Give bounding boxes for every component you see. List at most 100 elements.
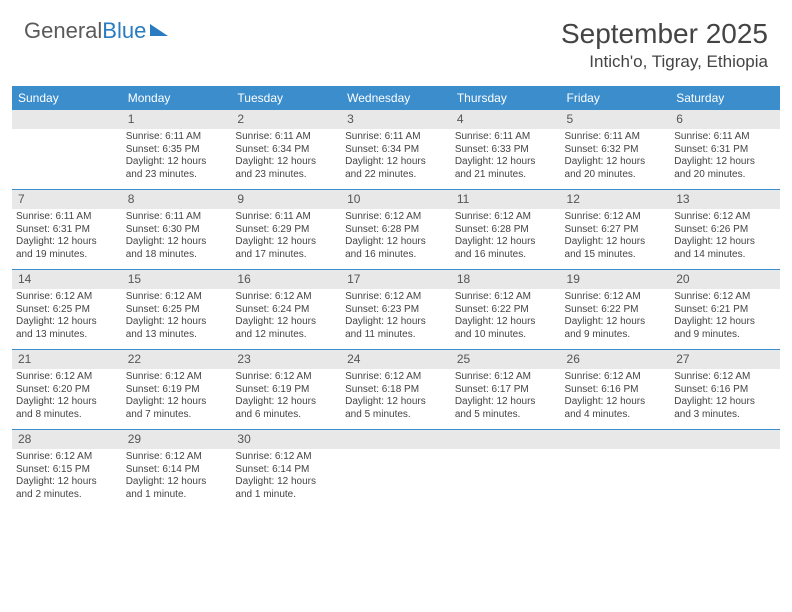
day-header: Sunday xyxy=(12,86,122,110)
day-line: and 6 minutes. xyxy=(235,409,337,422)
calendar-cell: 2Sunrise: 6:11 AMSunset: 6:34 PMDaylight… xyxy=(231,110,341,190)
day-line: Sunset: 6:18 PM xyxy=(345,384,447,397)
day-line: Sunset: 6:14 PM xyxy=(235,464,337,477)
calendar-cell: 24Sunrise: 6:12 AMSunset: 6:18 PMDayligh… xyxy=(341,350,451,430)
calendar-cell: 15Sunrise: 6:12 AMSunset: 6:25 PMDayligh… xyxy=(122,270,232,350)
day-line: and 20 minutes. xyxy=(674,169,776,182)
logo-triangle-icon xyxy=(150,24,168,36)
day-line: Sunrise: 6:12 AM xyxy=(235,291,337,304)
day-line: and 20 minutes. xyxy=(565,169,667,182)
day-number: 17 xyxy=(341,270,451,289)
day-number: 30 xyxy=(231,430,341,449)
day-line: Sunrise: 6:12 AM xyxy=(455,291,557,304)
day-line: Daylight: 12 hours xyxy=(565,156,667,169)
calendar-cell: 30Sunrise: 6:12 AMSunset: 6:14 PMDayligh… xyxy=(231,430,341,510)
day-line: Sunset: 6:34 PM xyxy=(345,144,447,157)
logo-part2: Blue xyxy=(102,18,146,43)
day-number: 13 xyxy=(670,190,780,209)
calendar-cell: 28Sunrise: 6:12 AMSunset: 6:15 PMDayligh… xyxy=(12,430,122,510)
calendar-week-row: 7Sunrise: 6:11 AMSunset: 6:31 PMDaylight… xyxy=(12,190,780,270)
day-line: and 14 minutes. xyxy=(674,249,776,262)
day-line: and 3 minutes. xyxy=(674,409,776,422)
day-line: Daylight: 12 hours xyxy=(674,156,776,169)
logo-text: GeneralBlue xyxy=(24,18,146,44)
day-header: Tuesday xyxy=(231,86,341,110)
calendar-cell: 10Sunrise: 6:12 AMSunset: 6:28 PMDayligh… xyxy=(341,190,451,270)
calendar-cell: 27Sunrise: 6:12 AMSunset: 6:16 PMDayligh… xyxy=(670,350,780,430)
day-line: Sunset: 6:31 PM xyxy=(16,224,118,237)
calendar-cell: 5Sunrise: 6:11 AMSunset: 6:32 PMDaylight… xyxy=(561,110,671,190)
day-body: Sunrise: 6:12 AMSunset: 6:18 PMDaylight:… xyxy=(341,369,451,429)
day-line: Sunrise: 6:12 AM xyxy=(674,211,776,224)
day-number: 26 xyxy=(561,350,671,369)
calendar-cell: 17Sunrise: 6:12 AMSunset: 6:23 PMDayligh… xyxy=(341,270,451,350)
calendar-cell: 19Sunrise: 6:12 AMSunset: 6:22 PMDayligh… xyxy=(561,270,671,350)
calendar-cell: 13Sunrise: 6:12 AMSunset: 6:26 PMDayligh… xyxy=(670,190,780,270)
day-line: and 2 minutes. xyxy=(16,489,118,502)
day-line: Sunset: 6:17 PM xyxy=(455,384,557,397)
day-line: Sunset: 6:28 PM xyxy=(455,224,557,237)
day-line: Sunrise: 6:12 AM xyxy=(455,371,557,384)
day-number: 14 xyxy=(12,270,122,289)
day-body: Sunrise: 6:12 AMSunset: 6:17 PMDaylight:… xyxy=(451,369,561,429)
day-header: Monday xyxy=(122,86,232,110)
day-line: Sunset: 6:34 PM xyxy=(235,144,337,157)
day-line: Daylight: 12 hours xyxy=(345,156,447,169)
day-line: Sunset: 6:32 PM xyxy=(565,144,667,157)
day-number: 20 xyxy=(670,270,780,289)
day-line: and 10 minutes. xyxy=(455,329,557,342)
day-body: Sunrise: 6:11 AMSunset: 6:32 PMDaylight:… xyxy=(561,129,671,189)
day-line: Sunrise: 6:12 AM xyxy=(674,291,776,304)
day-number: 7 xyxy=(12,190,122,209)
day-line: Sunset: 6:25 PM xyxy=(126,304,228,317)
calendar-cell: 26Sunrise: 6:12 AMSunset: 6:16 PMDayligh… xyxy=(561,350,671,430)
calendar-cell: 20Sunrise: 6:12 AMSunset: 6:21 PMDayligh… xyxy=(670,270,780,350)
calendar-cell: . xyxy=(561,430,671,510)
day-number: 5 xyxy=(561,110,671,129)
calendar-cell: 29Sunrise: 6:12 AMSunset: 6:14 PMDayligh… xyxy=(122,430,232,510)
day-line: Sunrise: 6:12 AM xyxy=(345,291,447,304)
day-line: Daylight: 12 hours xyxy=(565,396,667,409)
day-line: and 17 minutes. xyxy=(235,249,337,262)
day-line: Daylight: 12 hours xyxy=(16,396,118,409)
day-number: 4 xyxy=(451,110,561,129)
day-number: 9 xyxy=(231,190,341,209)
day-line: Daylight: 12 hours xyxy=(235,476,337,489)
day-number: 2 xyxy=(231,110,341,129)
day-line: Sunrise: 6:11 AM xyxy=(674,131,776,144)
day-body: Sunrise: 6:12 AMSunset: 6:28 PMDaylight:… xyxy=(451,209,561,269)
day-line: Sunrise: 6:11 AM xyxy=(455,131,557,144)
day-line: and 16 minutes. xyxy=(455,249,557,262)
day-line: Daylight: 12 hours xyxy=(126,476,228,489)
day-line: Sunset: 6:25 PM xyxy=(16,304,118,317)
day-line: and 9 minutes. xyxy=(674,329,776,342)
day-line: Sunset: 6:28 PM xyxy=(345,224,447,237)
calendar-cell: 8Sunrise: 6:11 AMSunset: 6:30 PMDaylight… xyxy=(122,190,232,270)
day-body: Sunrise: 6:12 AMSunset: 6:20 PMDaylight:… xyxy=(12,369,122,429)
day-number: 28 xyxy=(12,430,122,449)
day-line: Daylight: 12 hours xyxy=(455,156,557,169)
day-line: Sunset: 6:20 PM xyxy=(16,384,118,397)
day-line: Sunset: 6:26 PM xyxy=(674,224,776,237)
calendar-cell: 14Sunrise: 6:12 AMSunset: 6:25 PMDayligh… xyxy=(12,270,122,350)
day-line: and 5 minutes. xyxy=(345,409,447,422)
day-number: 22 xyxy=(122,350,232,369)
day-line: and 1 minute. xyxy=(126,489,228,502)
day-body: Sunrise: 6:12 AMSunset: 6:16 PMDaylight:… xyxy=(670,369,780,429)
day-line: Daylight: 12 hours xyxy=(126,316,228,329)
day-line: Sunrise: 6:11 AM xyxy=(345,131,447,144)
day-line: Daylight: 12 hours xyxy=(455,316,557,329)
day-body: Sunrise: 6:11 AMSunset: 6:29 PMDaylight:… xyxy=(231,209,341,269)
day-body: Sunrise: 6:11 AMSunset: 6:34 PMDaylight:… xyxy=(231,129,341,189)
day-line: and 7 minutes. xyxy=(126,409,228,422)
calendar-cell: . xyxy=(341,430,451,510)
calendar-cell: 18Sunrise: 6:12 AMSunset: 6:22 PMDayligh… xyxy=(451,270,561,350)
calendar-cell: 12Sunrise: 6:12 AMSunset: 6:27 PMDayligh… xyxy=(561,190,671,270)
day-line: Sunset: 6:29 PM xyxy=(235,224,337,237)
day-body: Sunrise: 6:11 AMSunset: 6:33 PMDaylight:… xyxy=(451,129,561,189)
day-body: Sunrise: 6:12 AMSunset: 6:22 PMDaylight:… xyxy=(451,289,561,349)
calendar-cell: . xyxy=(451,430,561,510)
day-line: Sunrise: 6:12 AM xyxy=(16,451,118,464)
header: GeneralBlue September 2025 Intich'o, Tig… xyxy=(0,0,792,80)
day-line: Sunrise: 6:12 AM xyxy=(126,291,228,304)
